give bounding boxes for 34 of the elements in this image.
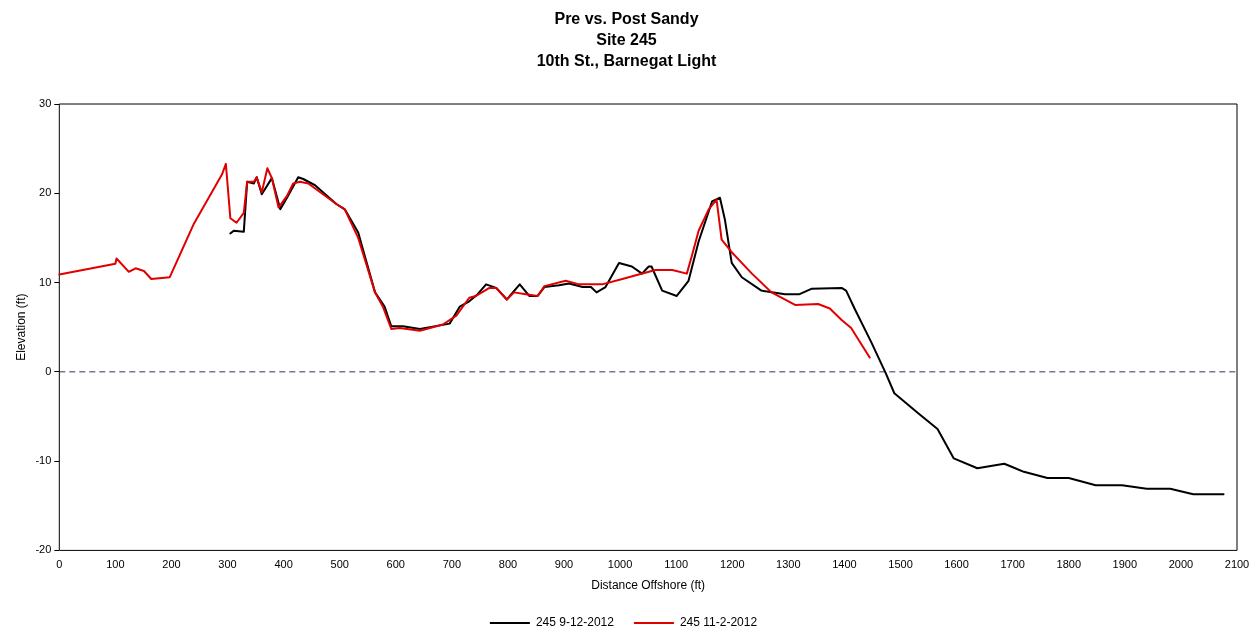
y-tick-label: 0 (45, 364, 52, 377)
x-tick-label: 500 (330, 558, 349, 571)
y-axis-title: Elevation (ft) (13, 293, 28, 361)
x-tick-label: 1400 (832, 558, 857, 571)
y-tick-label: 30 (39, 97, 52, 110)
x-axis-title: Distance Offshore (ft) (591, 578, 706, 593)
x-tick-label: 400 (274, 558, 293, 571)
x-tick-label: 200 (162, 558, 181, 571)
x-tick-label: 1200 (720, 558, 745, 571)
y-tick-label: -10 (35, 454, 52, 467)
chart-subtitle: Site 245 10th St., Barnegat Light (535, 30, 718, 71)
x-tick-label: 800 (498, 558, 518, 571)
x-tick-label: 1500 (888, 558, 913, 571)
legend-label: 245 11-2-2012 (679, 615, 758, 630)
x-tick-label: 1900 (1112, 558, 1138, 571)
y-tick-label: 10 (39, 275, 52, 288)
x-tick-label: 1300 (776, 558, 801, 571)
y-tick-label: 20 (39, 186, 52, 199)
legend-label: 245 9-12-2012 (535, 615, 615, 630)
x-tick-label: 2100 (1224, 558, 1250, 571)
x-tick-label: 1700 (1000, 558, 1025, 571)
x-tick-label: 700 (442, 558, 462, 571)
x-tick-label: 1800 (1056, 558, 1081, 571)
x-tick-label: 600 (386, 558, 405, 571)
x-tick-label: 0 (56, 558, 63, 571)
chart-title: Pre vs. Post Sandy (553, 9, 700, 29)
x-tick-label: 2000 (1168, 558, 1194, 571)
x-tick-label: 300 (218, 558, 237, 571)
x-tick-label: 100 (106, 558, 125, 571)
y-tick-label: -20 (35, 543, 52, 556)
x-tick-label: 900 (554, 558, 574, 571)
x-tick-label: 1000 (607, 558, 633, 571)
x-tick-label: 1100 (664, 558, 689, 571)
x-tick-label: 1600 (944, 558, 969, 571)
